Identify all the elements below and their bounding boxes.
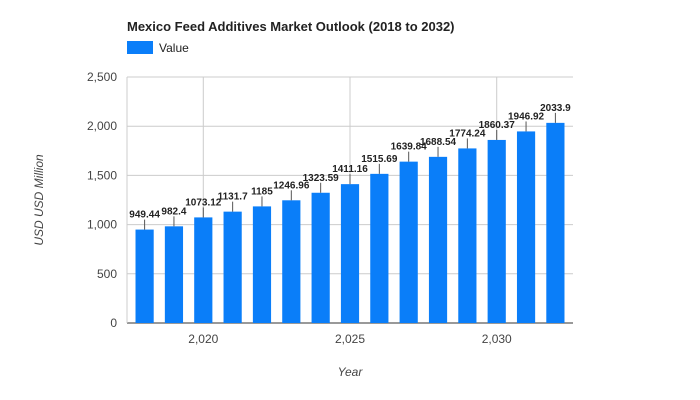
- y-tick-label: 2,000: [87, 119, 117, 133]
- bar: [399, 161, 418, 323]
- data-label: 1860.37: [479, 120, 516, 131]
- bars: [135, 122, 565, 323]
- legend-label-value: Value: [159, 41, 189, 55]
- y-tick-label: 1,500: [87, 168, 117, 182]
- data-label: 2033.9: [540, 103, 571, 114]
- bar: [370, 173, 389, 323]
- bar: [194, 217, 213, 323]
- bar: [282, 200, 301, 323]
- y-tick-label: 500: [97, 267, 117, 281]
- y-axis-title: USD USD Million: [32, 154, 46, 246]
- x-tick-label: 2,030: [482, 332, 512, 346]
- data-label: 1515.69: [361, 154, 398, 165]
- data-label: 949.44: [129, 210, 160, 221]
- bar: [340, 184, 360, 323]
- y-tick-label: 1,000: [87, 218, 117, 232]
- x-axis-title: Year: [338, 365, 364, 379]
- bar: [458, 148, 477, 323]
- bar: [516, 131, 536, 323]
- bar: [223, 211, 242, 323]
- data-label: 1639.84: [391, 142, 428, 153]
- legend: Value: [127, 41, 189, 55]
- data-label: 1131.7: [218, 192, 248, 203]
- bar: [135, 229, 154, 323]
- data-label: 1774.24: [449, 128, 486, 139]
- data-label: 1185: [251, 186, 273, 197]
- x-tick-label: 2,020: [188, 332, 218, 346]
- bar: [311, 192, 330, 323]
- bar: [546, 122, 565, 323]
- axis-ticks: 0 500 1,000 1,500 2,000 2,500 2,020 2,025 2,030: [87, 70, 512, 346]
- data-label: 1411.16: [332, 164, 368, 175]
- bar: [252, 206, 272, 323]
- data-label: 1246.96: [273, 180, 310, 191]
- x-tick-label: 2,025: [335, 332, 365, 346]
- chart-title: Mexico Feed Additives Market Outlook (20…: [127, 19, 455, 34]
- bar: [428, 156, 448, 323]
- bar: [487, 139, 506, 323]
- y-tick-label: 0: [110, 316, 117, 330]
- data-label: 1946.92: [508, 111, 545, 122]
- data-label: 982.4: [161, 206, 186, 217]
- data-label: 1323.59: [303, 173, 340, 184]
- y-tick-label: 2,500: [87, 70, 117, 84]
- data-label: 1073.12: [185, 197, 222, 208]
- data-label: 1688.54: [420, 137, 457, 148]
- bar: [164, 226, 184, 323]
- legend-swatch-value: [127, 41, 153, 54]
